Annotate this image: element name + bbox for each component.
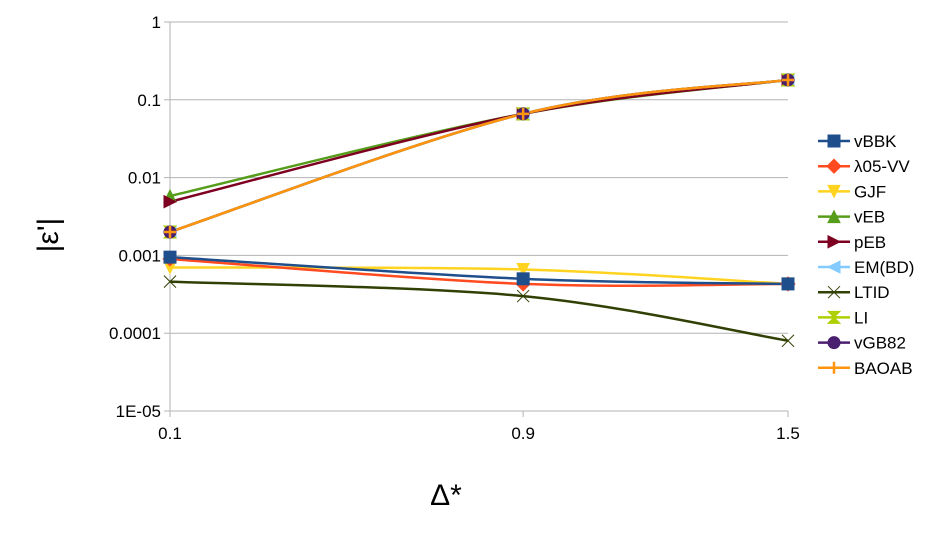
series-line (169, 78, 789, 234)
legend-label: vGB82 (854, 334, 906, 353)
y-tick-label: 0.001 (118, 246, 161, 265)
legend-item: λ05-VV (818, 157, 910, 176)
series-line (169, 78, 789, 234)
legend-label: LTID (854, 283, 890, 302)
data-point-marker (781, 334, 795, 348)
legend-label: vEB (854, 208, 885, 227)
data-point-marker (163, 194, 178, 209)
gridlines (170, 21, 788, 412)
legend-label: λ05-VV (854, 157, 910, 176)
data-point-marker (782, 73, 794, 86)
x-tick-label: 1.5 (776, 424, 800, 443)
legend-marker (827, 134, 841, 148)
data-point-marker (516, 262, 530, 277)
tick-labels: 1 0.1 0.01 0.001 0.0001 1E-05 0.1 0.9 1.5 (109, 13, 800, 443)
data-point-marker (516, 289, 530, 303)
x-axis-title: Δ* (430, 479, 462, 512)
data-point-marker (781, 277, 795, 291)
legend-item: BAOAB (818, 359, 913, 378)
legend-label: pEB (854, 233, 886, 252)
legend-label: vBBK (854, 132, 897, 151)
legend-marker (826, 310, 842, 324)
series-line (169, 280, 789, 342)
y-tick-label: 0.1 (137, 91, 161, 110)
data-point-marker (163, 250, 177, 264)
series-markers (162, 72, 796, 348)
x-tick-label: 0.1 (158, 424, 182, 443)
legend-item: vBBK (818, 132, 897, 151)
y-tick-label: 1 (152, 13, 161, 32)
legend-marker (826, 158, 842, 174)
data-point-marker (163, 275, 177, 288)
legend-marker (827, 209, 841, 224)
series-lines (169, 78, 789, 342)
legend-label: BAOAB (854, 359, 913, 378)
legend-label: LI (854, 308, 868, 327)
legend-marker (828, 361, 840, 374)
axes (164, 21, 789, 417)
data-point-marker (164, 225, 176, 238)
legend-label: EM(BD) (854, 258, 914, 277)
legend-marker (827, 234, 842, 249)
legend-item: pEB (818, 233, 886, 252)
legend-marker (827, 285, 841, 299)
series-line (169, 78, 789, 203)
y-axis-title: |ε'| (32, 218, 65, 253)
legend-marker (827, 184, 841, 199)
legend-item: GJF (818, 182, 886, 201)
legend-item: LI (818, 308, 868, 327)
legend-marker (827, 336, 841, 350)
legend-item: vGB82 (818, 334, 906, 353)
series-line (169, 255, 789, 286)
y-tick-label: 1E-05 (116, 402, 161, 421)
legend-label: GJF (854, 182, 886, 201)
series-line (169, 78, 789, 234)
data-point-marker (516, 272, 530, 286)
legend-marker (826, 260, 841, 274)
series-line (169, 78, 789, 234)
legend-item: vEB (818, 208, 885, 227)
legend-item: LTID (818, 283, 890, 302)
legend: vBBK λ05-VV GJF vEB pEB EM(BD) LTID LI vGB82 BAOA… (818, 132, 914, 378)
y-tick-label: 0.0001 (109, 324, 161, 343)
y-tick-label: 0.01 (128, 169, 161, 188)
data-point-marker (517, 107, 530, 120)
x-tick-label: 0.9 (511, 424, 535, 443)
legend-item: EM(BD) (818, 258, 914, 277)
